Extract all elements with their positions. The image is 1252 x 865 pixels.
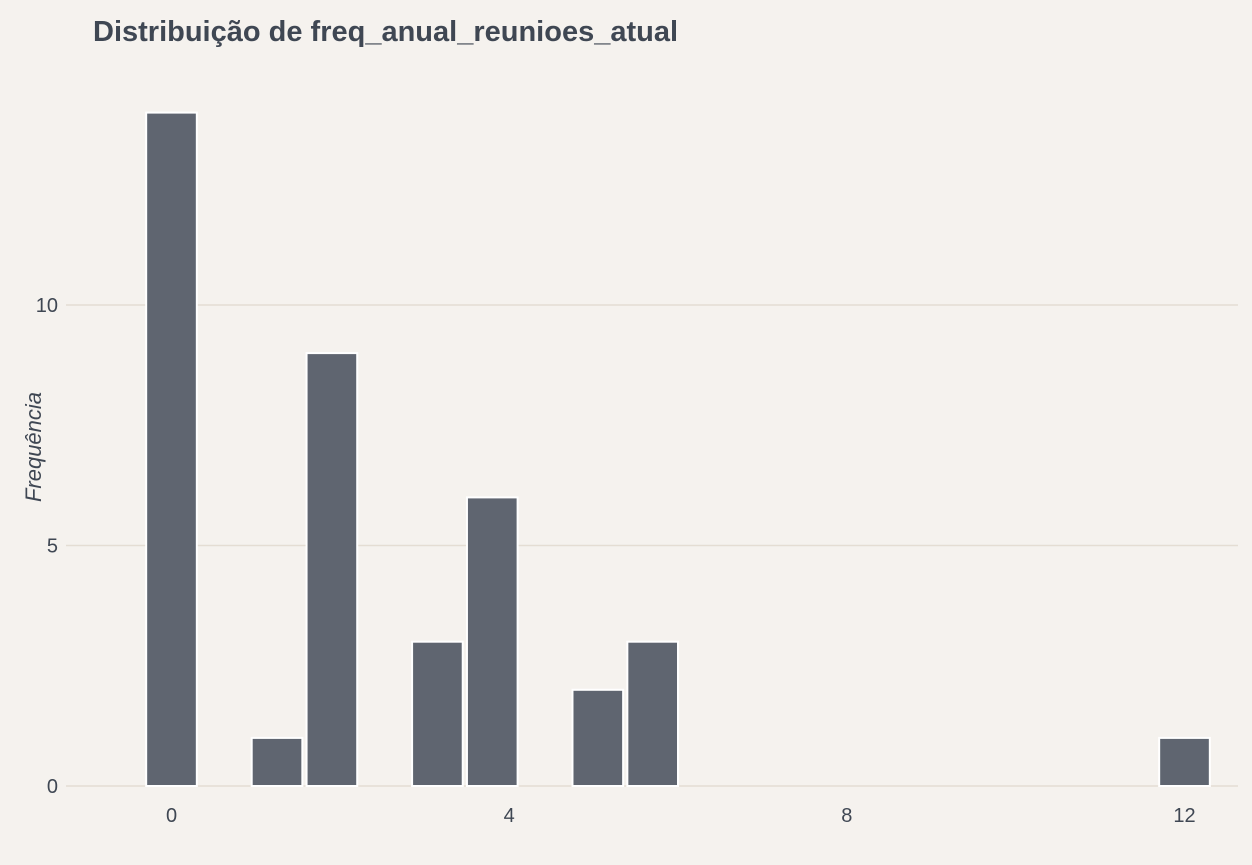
x-tick-label: 4: [504, 805, 515, 827]
x-tick-labels: 0 4 8 12: [166, 805, 1196, 827]
histogram-bar: [571, 688, 625, 787]
y-tick-label: 5: [47, 536, 58, 558]
histogram-bar: [305, 352, 359, 787]
x-tick-label: 0: [166, 805, 177, 827]
x-tick-label: 12: [1173, 805, 1195, 827]
histogram-bar: [250, 736, 304, 788]
y-tick-label: 0: [47, 776, 58, 798]
x-tick-label: 8: [841, 805, 852, 827]
y-tick-labels: 0 5 10: [36, 295, 58, 798]
histogram-bar: [626, 640, 679, 788]
histogram-bars: [145, 111, 1211, 788]
histogram-bar: [145, 111, 198, 788]
chart-title: Distribuição de freq_anual_reunioes_atua…: [93, 16, 679, 48]
histogram-bar: [411, 640, 464, 788]
histogram-bar: [1158, 736, 1211, 788]
y-tick-label: 10: [36, 295, 58, 317]
histogram-bar: [465, 496, 519, 787]
